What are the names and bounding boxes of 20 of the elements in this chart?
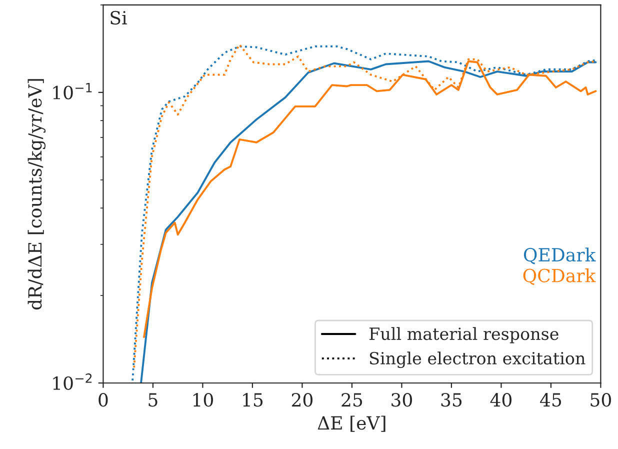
annotation: Si — [110, 10, 127, 25]
text: QEDark — [524, 248, 596, 264]
x-tick-label: 15 — [243, 393, 263, 407]
text: QCDark — [523, 268, 596, 286]
x-tick-label: 10 — [193, 393, 213, 407]
x-axis-title: ΔE [eV] — [318, 416, 386, 432]
annotation: Single electron excitation — [370, 352, 586, 368]
annotation: Full material response — [369, 327, 558, 344]
x-tick-label: 5 — [148, 393, 158, 407]
x-tick-label: 40 — [490, 393, 512, 407]
y-tick-label: 10$^{−1}$ — [53, 83, 92, 100]
y-axis-title: dR/dΔE [counts/kg/yr/eV] — [28, 79, 46, 310]
x-tick-label: 25 — [342, 393, 362, 407]
y-tick-label: 10$^{−2}$ — [53, 373, 92, 390]
x-tick-label: 50 — [590, 393, 611, 407]
x-tick-label: 30 — [392, 393, 412, 407]
x-tick-label: 0 — [98, 393, 108, 407]
x-tick-label: 45 — [540, 393, 562, 407]
x-tick-label: 35 — [441, 393, 462, 407]
x-tick-label: 20 — [292, 393, 312, 407]
